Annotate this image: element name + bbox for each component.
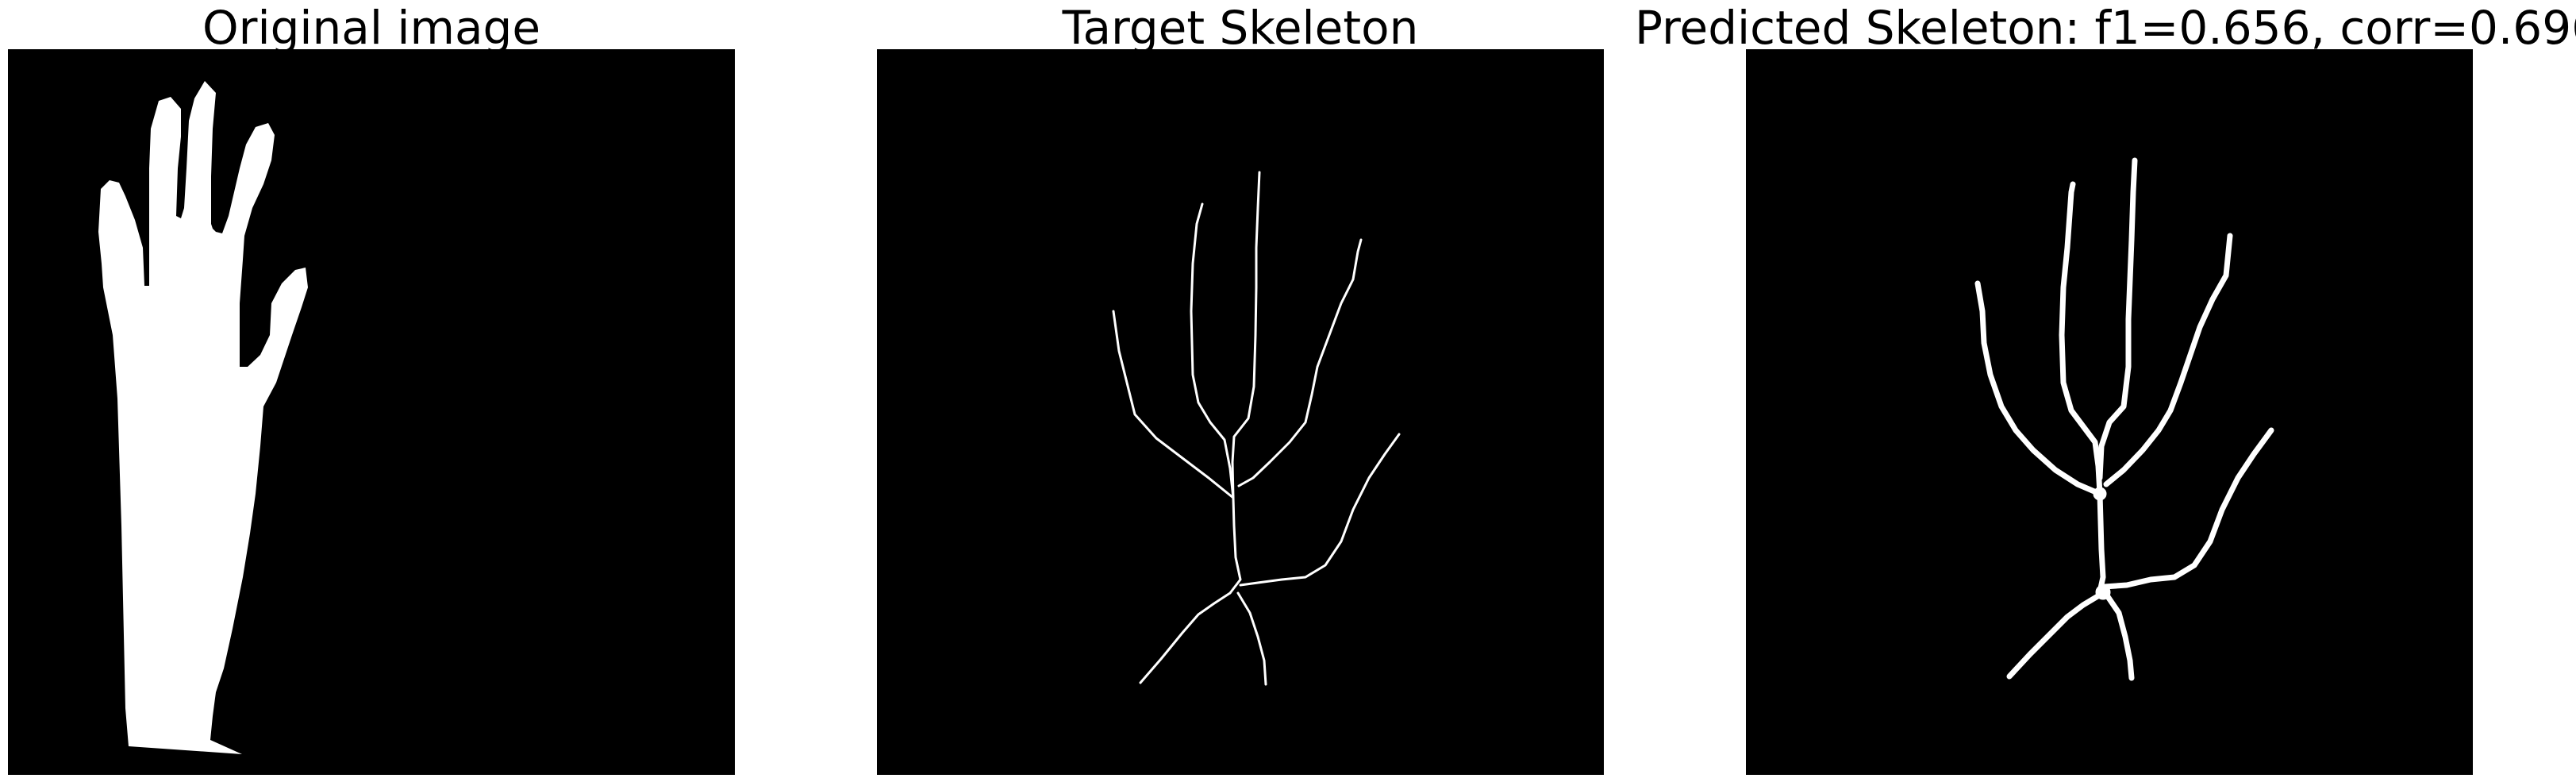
predicted-junction-upper — [2096, 490, 2104, 498]
predicted-palm-trunk — [2099, 494, 2103, 595]
predicted-skeleton-title: Predicted Skeleton: f1=0.656, corr=0.696 — [1635, 2, 2576, 54]
original-image-panel: Original image — [8, 0, 735, 782]
target-skeleton-title: Target Skeleton — [766, 2, 1715, 54]
predicted-skeleton-panel: Predicted Skeleton: f1=0.656, corr=0.696 — [1746, 0, 2473, 782]
target-skeleton-panel: Target Skeleton — [877, 0, 1604, 782]
predicted-junction-lower — [2098, 587, 2108, 597]
target-skeleton-image — [877, 49, 1604, 775]
predicted-skeleton-image — [1746, 49, 2473, 775]
original-image — [8, 49, 735, 775]
original-image-title: Original image — [0, 2, 846, 54]
